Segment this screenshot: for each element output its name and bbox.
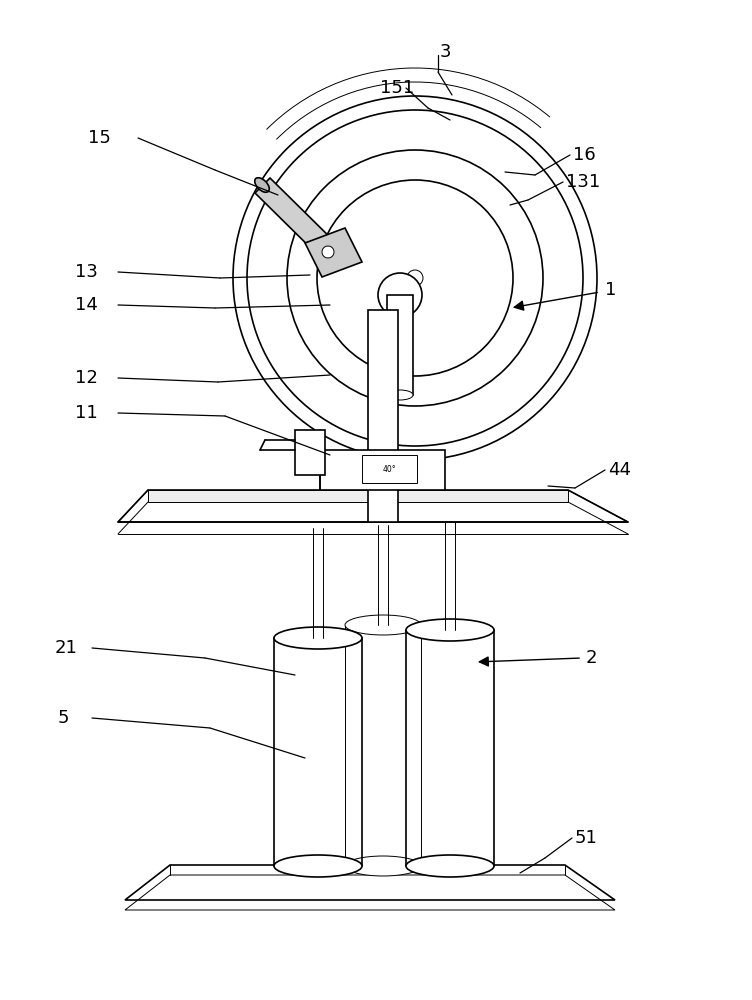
Text: 21: 21	[55, 639, 78, 657]
Text: 1: 1	[605, 281, 617, 299]
Text: 51: 51	[575, 829, 598, 847]
Ellipse shape	[387, 390, 413, 400]
Polygon shape	[305, 228, 362, 277]
Circle shape	[322, 246, 334, 258]
Text: 5: 5	[58, 709, 69, 727]
Text: 151: 151	[380, 79, 414, 97]
Polygon shape	[255, 178, 345, 267]
Text: 11: 11	[75, 404, 98, 422]
Text: 3: 3	[440, 43, 451, 61]
Bar	[362, 455, 417, 483]
Text: 13: 13	[75, 263, 98, 281]
Bar	[387, 295, 413, 395]
Ellipse shape	[406, 619, 494, 641]
Ellipse shape	[345, 615, 421, 635]
Text: 131: 131	[566, 173, 600, 191]
Circle shape	[233, 96, 597, 460]
Ellipse shape	[274, 855, 362, 877]
Text: 12: 12	[75, 369, 98, 387]
Text: 2: 2	[586, 649, 598, 667]
Text: 14: 14	[75, 296, 98, 314]
Bar	[368, 310, 398, 522]
Ellipse shape	[345, 856, 421, 876]
Text: 15: 15	[88, 129, 111, 147]
Polygon shape	[320, 450, 445, 490]
Ellipse shape	[378, 273, 422, 317]
Ellipse shape	[255, 178, 269, 192]
Polygon shape	[118, 490, 628, 522]
Ellipse shape	[406, 855, 494, 877]
Circle shape	[407, 270, 423, 286]
Text: 44: 44	[608, 461, 631, 479]
Text: 40°: 40°	[382, 464, 396, 474]
Text: 16: 16	[573, 146, 596, 164]
Polygon shape	[148, 490, 568, 502]
Bar	[295, 430, 325, 475]
Ellipse shape	[274, 627, 362, 649]
Polygon shape	[125, 865, 615, 900]
